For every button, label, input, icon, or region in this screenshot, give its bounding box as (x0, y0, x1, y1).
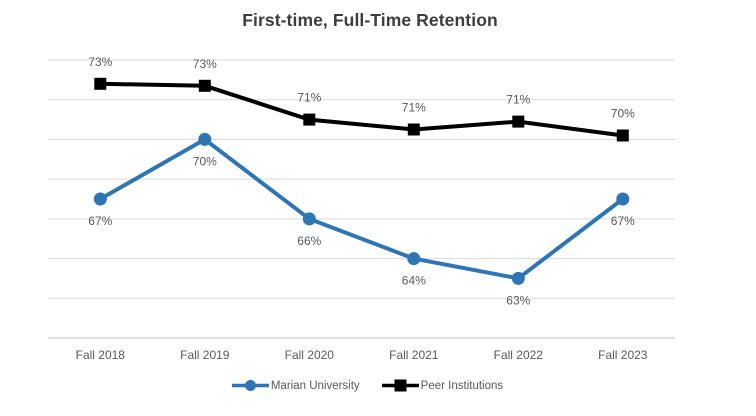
marian-university-data-label: 70% (193, 154, 217, 168)
legend-label-marian-university: Marian University (270, 379, 360, 392)
chart-title: First-time, Full-Time Retention (242, 10, 498, 30)
legend-item-peer-institutions: Peer Institutions (381, 379, 504, 392)
x-axis-label: Fall 2021 (389, 348, 439, 362)
peer-institutions-data-point-marker (407, 123, 420, 136)
marian-university-data-label: 67% (88, 214, 112, 228)
peer-institutions-series-line (100, 81, 624, 138)
peer-institutions-data-label: 70% (611, 107, 635, 121)
peer-institutions-data-label: 71% (297, 91, 321, 105)
marian-university-data-label: 66% (297, 234, 321, 248)
x-axis-label: Fall 2019 (180, 348, 230, 362)
peer-institutions-data-point-marker (94, 77, 107, 90)
peer-institutions-data-point-marker (616, 129, 629, 142)
marian-university-data-point-marker (198, 132, 212, 146)
peer-institutions-data-point-marker (198, 79, 211, 92)
marian-university-data-label: 64% (402, 274, 426, 288)
marian-university-data-point-marker (407, 252, 421, 266)
marian-university-series-line (99, 137, 625, 281)
peer-institutions-data-point-marker (512, 115, 525, 128)
peer-institutions-data-label: 71% (506, 93, 530, 107)
legend-label-peer-institutions: Peer Institutions (420, 379, 504, 392)
legend-item-marian-university: Marian University (231, 379, 360, 392)
peer-line-marker-icon (381, 379, 419, 392)
chart-legend: Marian University Peer Institutions (0, 379, 735, 392)
marian-line-marker-icon (231, 380, 269, 391)
x-axis-label: Fall 2018 (76, 348, 126, 362)
x-axis-label: Fall 2022 (494, 348, 544, 362)
peer-institutions-data-point-marker (303, 113, 316, 126)
peer-legend-square-icon (394, 379, 407, 392)
marian-university-data-point-marker (616, 192, 630, 206)
marian-university-data-point-marker (302, 212, 316, 226)
marian-university-data-label: 63% (506, 293, 530, 307)
marian-university-data-point-marker (511, 271, 525, 285)
peer-institutions-data-label: 71% (402, 101, 426, 115)
x-axis-label: Fall 2023 (598, 348, 648, 362)
peer-institutions-data-label: 73% (193, 57, 217, 71)
marian-university-data-label: 67% (611, 214, 635, 228)
x-axis-label: Fall 2020 (285, 348, 335, 362)
marian-university-data-point-marker (93, 192, 107, 206)
marian-legend-circle-icon (244, 380, 256, 391)
peer-institutions-data-label: 73% (88, 55, 112, 69)
